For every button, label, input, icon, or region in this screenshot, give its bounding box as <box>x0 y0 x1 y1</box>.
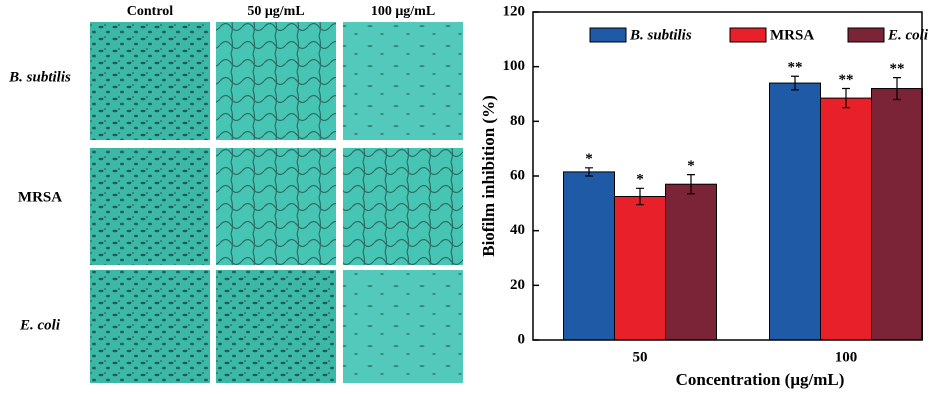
bar <box>769 82 821 341</box>
micrograph <box>90 148 210 265</box>
significance-label: * <box>636 172 644 188</box>
bar <box>563 171 615 341</box>
micrograph <box>216 22 336 140</box>
y-tick-label: 0 <box>518 331 526 347</box>
bar <box>820 97 872 341</box>
error-bar <box>585 167 593 177</box>
legend-label: E. coli <box>887 27 929 43</box>
row-label: B. subtilis <box>8 69 71 85</box>
x-tick-label: 100 <box>835 349 858 365</box>
error-bar <box>842 87 850 109</box>
micrograph <box>216 148 336 265</box>
significance-label: ** <box>788 60 803 76</box>
bar <box>665 183 717 341</box>
legend-swatch <box>589 27 627 43</box>
column-label: 50 μg/mL <box>247 4 304 19</box>
micrograph <box>343 148 463 265</box>
significance-label: ** <box>839 72 854 88</box>
column-label: 100 μg/mL <box>371 4 435 19</box>
bar <box>871 88 923 341</box>
error-bar <box>893 77 901 101</box>
error-bar <box>687 174 695 195</box>
micrograph <box>216 270 336 383</box>
y-tick-label: 100 <box>503 58 526 74</box>
y-tick-label: 80 <box>510 113 525 129</box>
y-tick-label: 40 <box>510 222 525 238</box>
micrograph <box>90 270 210 383</box>
plot-frame <box>532 11 923 341</box>
y-tick-label: 60 <box>510 167 525 183</box>
row-label: MRSA <box>18 189 62 205</box>
micrograph <box>90 22 210 140</box>
error-bar <box>636 187 644 206</box>
legend-label: B. subtilis <box>629 27 692 43</box>
y-tick-label: 120 <box>503 3 526 19</box>
x-axis-label: Concentration (μg/mL) <box>676 370 845 389</box>
y-axis-label: Biofilm inhibition (%) <box>479 95 498 257</box>
significance-label: * <box>687 158 695 174</box>
error-bar <box>791 75 799 91</box>
significance-label: ** <box>890 61 905 77</box>
legend-label: MRSA <box>770 27 814 43</box>
x-tick-label: 50 <box>633 349 648 365</box>
micrograph <box>343 22 463 140</box>
micrograph <box>343 270 463 383</box>
y-tick-label: 20 <box>510 277 525 293</box>
legend-swatch <box>729 27 767 43</box>
legend-swatch <box>847 27 885 43</box>
row-label: E. coli <box>19 317 61 333</box>
image-grid: Control 50 μg/mL 100 μg/mL B. subtilis M… <box>8 4 463 383</box>
significance-label: * <box>585 151 593 167</box>
bar <box>614 196 666 341</box>
column-label: Control <box>127 4 174 19</box>
